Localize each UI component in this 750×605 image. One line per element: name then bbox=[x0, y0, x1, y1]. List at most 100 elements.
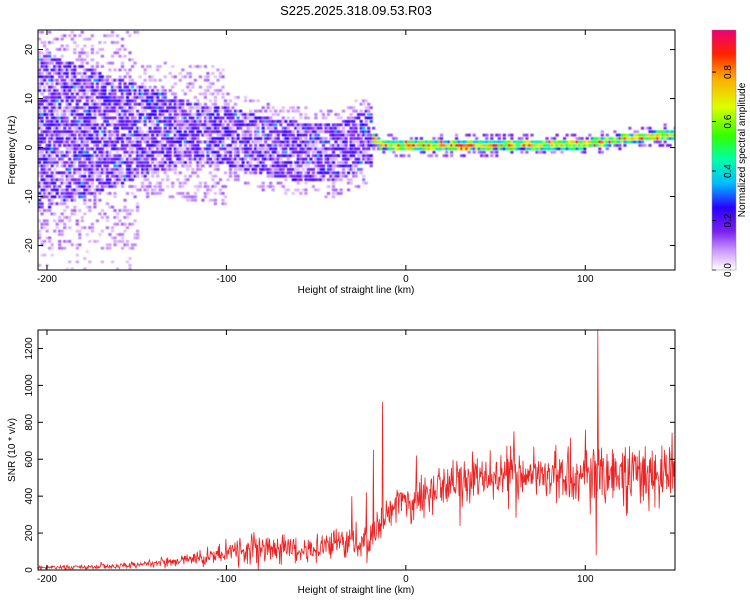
spectrogram-cell bbox=[93, 130, 97, 134]
spectrogram-cell bbox=[68, 34, 72, 38]
spectrogram-cell bbox=[123, 120, 127, 123]
spectrogram-cell bbox=[173, 161, 177, 164]
spectrogram-cell bbox=[75, 168, 79, 171]
spectrogram-cell bbox=[53, 65, 57, 68]
spectrogram-cell bbox=[45, 222, 49, 226]
spectrogram-cell bbox=[211, 120, 215, 123]
spectrogram-cell bbox=[125, 140, 130, 144]
spectrogram-cell bbox=[73, 34, 77, 38]
spectrogram-cell bbox=[156, 130, 160, 134]
spectrogram-cell bbox=[78, 120, 82, 123]
spectrogram-cell bbox=[70, 130, 74, 134]
spectrogram-cell bbox=[306, 150, 310, 154]
spectrogram-cell bbox=[156, 106, 160, 110]
spectrogram-cell bbox=[254, 120, 258, 123]
spectrogram-cell bbox=[344, 154, 348, 158]
spectrogram-cell bbox=[173, 171, 177, 175]
spectrogram-cell bbox=[156, 89, 160, 92]
spectrogram-cell bbox=[128, 130, 132, 134]
spectrogram-cell bbox=[281, 150, 285, 154]
spectrogram-cell bbox=[249, 126, 253, 130]
spectrogram-cell bbox=[218, 154, 223, 158]
spectrogram-cell bbox=[95, 164, 99, 168]
spectrogram-cell bbox=[331, 137, 336, 140]
spectrogram-cell bbox=[284, 154, 288, 158]
spectrogram-cell bbox=[90, 222, 94, 226]
spectrogram-cell bbox=[75, 154, 79, 158]
spectrogram-cell bbox=[181, 161, 185, 164]
spectrogram-cell bbox=[221, 92, 225, 96]
spectrogram-cell bbox=[98, 78, 102, 82]
spectrogram-cell bbox=[208, 161, 212, 164]
spectrogram-cell bbox=[173, 150, 177, 154]
spectrogram-cell bbox=[45, 68, 49, 72]
spectrogram-cell bbox=[221, 185, 225, 188]
spectrogram-cell bbox=[156, 96, 160, 99]
spectrogram-cell bbox=[158, 185, 162, 188]
spectrogram-cell bbox=[115, 222, 120, 226]
spectrogram-cell bbox=[196, 113, 200, 116]
spectrogram-cell bbox=[326, 157, 331, 161]
spectrogram-cell bbox=[510, 144, 514, 147]
spectrogram-cell bbox=[138, 92, 142, 96]
spectrogram-cell bbox=[128, 92, 132, 96]
spectrogram-cell bbox=[354, 126, 358, 130]
spectrogram-cell bbox=[120, 44, 125, 48]
spectrogram-cell bbox=[256, 133, 260, 137]
spectrogram-cell bbox=[120, 161, 125, 164]
spectrogram-cell bbox=[118, 54, 122, 58]
spectrogram-cell bbox=[153, 140, 157, 144]
spectrogram-cell bbox=[352, 123, 356, 127]
spectrogram-cell bbox=[296, 188, 300, 192]
spectrogram-cell bbox=[173, 120, 177, 123]
spectrogram-cell bbox=[299, 123, 303, 127]
spectrogram-cell bbox=[369, 157, 373, 161]
spectrogram-cell bbox=[58, 82, 62, 86]
spectrogram-cell bbox=[296, 164, 300, 168]
spectrogram-cell bbox=[427, 147, 431, 151]
spectrogram-cell bbox=[40, 240, 44, 243]
spectrogram-cell bbox=[115, 51, 120, 55]
spectrogram-cell bbox=[666, 144, 670, 147]
spectrogram-cell bbox=[231, 106, 235, 110]
spectrogram-cell bbox=[38, 161, 42, 164]
spectrogram-cell bbox=[512, 147, 516, 151]
spectrogram-cell bbox=[244, 120, 248, 123]
spectrogram-cell bbox=[100, 92, 104, 96]
spectrogram-cell bbox=[249, 144, 253, 147]
spectrogram-cell bbox=[88, 157, 92, 161]
spectrogram-cell bbox=[530, 144, 534, 147]
spectrogram-cell bbox=[326, 130, 331, 134]
spectrogram-cell bbox=[326, 126, 331, 130]
spectrogram-cell bbox=[213, 137, 217, 140]
spectrogram-cell bbox=[45, 75, 49, 79]
spectrogram-cell bbox=[196, 102, 200, 106]
spectrogram-cell bbox=[88, 137, 92, 140]
spectrogram-cell bbox=[186, 195, 190, 199]
spectrogram-cell bbox=[80, 195, 84, 199]
spectrogram-cell bbox=[118, 102, 122, 106]
spectrogram-cell bbox=[153, 130, 157, 134]
spectrogram-cell bbox=[118, 154, 122, 158]
spectrogram-cell bbox=[45, 195, 49, 199]
spectrogram-cell bbox=[475, 144, 479, 147]
spectrogram-cell bbox=[93, 106, 97, 110]
spectrogram-cell bbox=[65, 82, 69, 86]
spectrogram-cell bbox=[186, 82, 190, 86]
spectrogram-cell bbox=[336, 130, 341, 134]
spectrogram-cell bbox=[492, 150, 496, 154]
spectrogram-cell bbox=[83, 185, 87, 188]
spectrogram-cell bbox=[208, 198, 212, 202]
spectrogram-cell bbox=[520, 150, 524, 154]
spectrogram-cell bbox=[198, 161, 202, 164]
spectrogram-cell bbox=[45, 133, 49, 137]
spectrogram-cell bbox=[254, 164, 258, 168]
spectrogram-cell bbox=[53, 99, 57, 103]
spectrogram-cell bbox=[105, 113, 109, 116]
spectrogram-cell bbox=[311, 133, 315, 137]
spectrogram-cell bbox=[309, 144, 313, 147]
spectrogram-cell bbox=[50, 133, 54, 137]
spectrogram-cell bbox=[203, 185, 207, 188]
spectrogram-cell bbox=[70, 267, 74, 270]
